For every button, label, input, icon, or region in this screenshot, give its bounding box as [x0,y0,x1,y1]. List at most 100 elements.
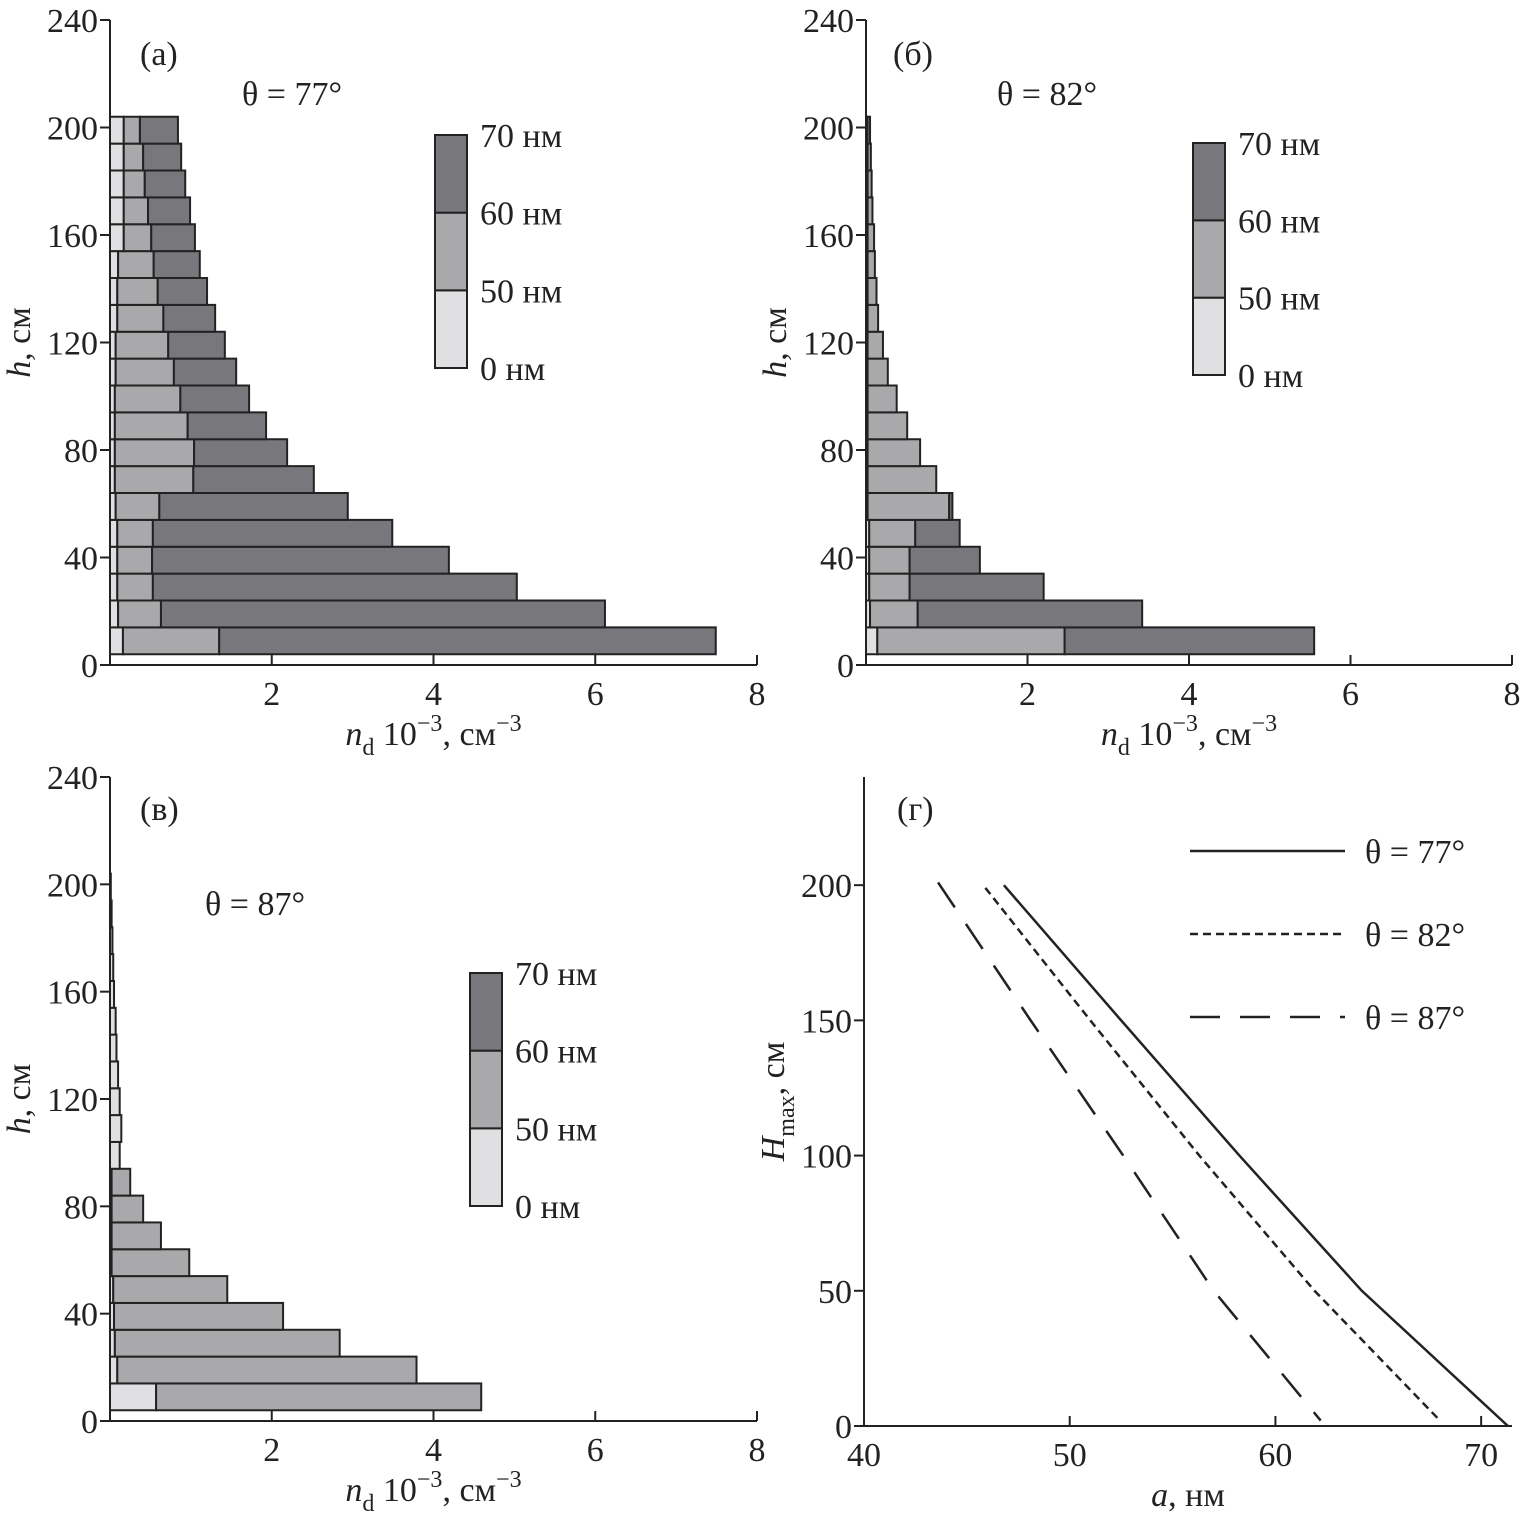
label-part: h [1,1117,38,1134]
colorbar-label: 50 нм [515,1111,597,1148]
annotation: θ = 87° [205,886,305,923]
bar-segment [868,518,917,548]
bar-segment [138,115,179,145]
label-part: a [1151,1477,1168,1514]
y-tick-label: 40 [64,1297,98,1334]
line [984,887,1441,1422]
bar-segment [142,142,183,172]
bar-segment [122,169,146,199]
annotation: θ = 82° [997,76,1097,113]
line [937,881,1322,1422]
x-tick-label: 6 [1342,676,1359,713]
bar-segment [914,518,961,548]
x-tick-label: 4 [1181,676,1198,713]
label-part: −3 [496,1467,522,1493]
y-tick-label: 160 [47,218,98,255]
bar-segment [151,545,450,575]
bar-segment [113,438,196,468]
bar-segment [151,572,518,602]
bar-segment [116,545,154,575]
bar-segment [109,1140,121,1170]
label-part: −3 [417,1467,443,1493]
label-part: n [1101,716,1118,753]
y-tick-label: 150 [801,1003,852,1040]
bar-segment [866,196,874,226]
x-tick-label: 2 [263,1432,280,1469]
x-tick-label: 60 [1258,1437,1292,1474]
bar-segment [109,1087,121,1117]
bar-segment [122,142,145,172]
y-tick-label: 160 [47,975,98,1012]
label-part: , см [1,307,38,361]
colorbar-box [1192,219,1226,299]
colorbar-label: 60 нм [515,1034,597,1071]
bar-segment [179,384,251,414]
label-part: 10 [374,1472,417,1509]
colorbar-label: 50 нм [1238,281,1320,318]
x-tick-label: 8 [749,1432,766,1469]
bar-segment [109,277,119,306]
colorbar-box [434,134,468,214]
bar-segment [948,492,954,521]
bar-segment [192,465,315,494]
bar-segment [109,518,119,548]
y-tick-label: 120 [803,326,854,363]
bar-segment [110,1194,145,1224]
y-tick-label: 200 [47,111,98,148]
label-part: , см [1,1064,38,1118]
bar-segment [866,465,938,494]
colorbar-box [434,289,468,370]
bar-segment [110,1248,191,1278]
y-tick-label: 240 [47,3,98,40]
panel-label: (а) [140,36,178,73]
y-tick-label: 100 [801,1139,852,1176]
label-part: −3 [1172,711,1198,737]
colorbar-box [469,972,503,1052]
bar-segment [109,1355,119,1385]
legend-label: θ = 77° [1365,834,1465,871]
bar-segment [866,115,872,145]
bar-segment [866,250,876,279]
label-part: , см [442,1472,496,1509]
y-axis-label: h, см [1,1064,38,1135]
y-tick-label: 200 [47,867,98,904]
colorbar-box [434,211,468,292]
label-part: d [362,1491,374,1517]
x-tick-label: 4 [425,676,442,713]
bar-segment [156,277,209,306]
colorbar-label: 70 нм [480,118,562,155]
bar-segment [109,196,125,226]
y-tick-label: 0 [837,648,854,685]
bar-segment [109,599,120,629]
bar-segment [866,357,889,387]
panel-label: (г) [897,791,934,828]
bar-segment [1063,626,1316,656]
colorbar-label: 0 нм [480,351,545,388]
bar-segment [866,330,884,360]
x-tick-label: 70 [1464,1437,1498,1474]
label-part: h [757,361,794,378]
bar-segment [109,1382,158,1412]
bar-segment [218,626,717,656]
bar-segment [109,572,119,602]
axes [863,777,1512,1427]
bar-segment [866,142,872,172]
y-tick-label: 240 [47,760,98,797]
annotation: θ = 77° [242,76,342,113]
y-tick-label: 40 [820,541,854,578]
line [1002,884,1509,1427]
colorbar-label: 0 нм [515,1189,580,1226]
bar-segment [109,979,116,1009]
x-tick-label: 50 [1053,1437,1087,1474]
bar-segment [151,518,394,548]
colorbar-label: 70 нм [515,956,597,993]
label-part: max [774,1095,800,1136]
bar-segment [110,1167,132,1197]
bar-segment [109,926,114,956]
bar-segment [114,330,170,360]
bar-segment [866,438,922,468]
bar-segment [150,223,196,253]
colorbar-box [1192,296,1226,376]
bar-segment [122,223,153,253]
